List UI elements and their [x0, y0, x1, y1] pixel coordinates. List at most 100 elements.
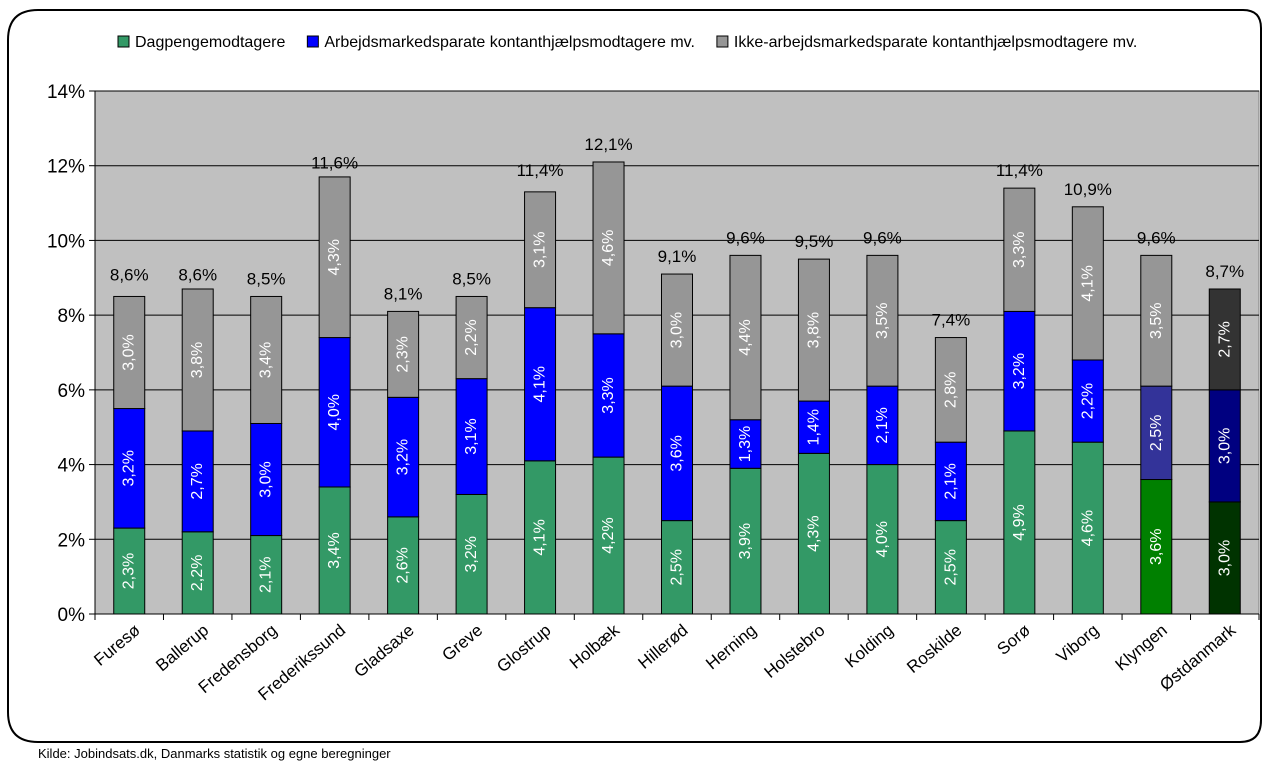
bar-segment	[1208, 389, 1241, 503]
bar-segment	[1003, 187, 1036, 312]
segment-value-label: 2,7%	[189, 463, 206, 499]
segment-value-label: 3,3%	[1011, 232, 1028, 268]
total-value-label: 8,5%	[247, 269, 286, 288]
segment-value-label: 2,2%	[463, 319, 480, 355]
bar-segment	[524, 307, 557, 462]
total-value-label: 8,6%	[110, 266, 149, 285]
legend-label: Arbejdsmarkedsparate kontanthjælpsmodtag…	[324, 34, 695, 51]
total-value-label: 8,6%	[178, 266, 217, 285]
bar-segment	[934, 337, 967, 443]
bar-segment	[181, 430, 214, 533]
total-value-label: 9,5%	[795, 232, 834, 251]
total-value-label: 9,6%	[863, 228, 902, 247]
segment-value-label: 3,2%	[1011, 353, 1028, 389]
legend: Dagpengemodtagere Arbejdsmarkedsparate ko…	[117, 34, 1137, 51]
segment-value-label: 1,4%	[805, 409, 822, 445]
total-value-label: 8,1%	[384, 284, 423, 303]
legend-swatch	[306, 35, 319, 48]
bar-segment	[866, 385, 899, 466]
segment-value-label: 3,6%	[1148, 529, 1165, 565]
total-value-label: 11,6%	[311, 154, 358, 173]
segment-value-label: 3,1%	[532, 232, 549, 268]
segment-value-label: 1,3%	[737, 426, 754, 462]
segment-value-label: 2,7%	[1216, 321, 1233, 357]
segment-value-label: 3,0%	[1216, 540, 1233, 576]
legend-label: Ikke-arbejdsmarkedsparate kontanthjælpsm…	[734, 34, 1137, 51]
segment-value-label: 3,4%	[258, 342, 275, 378]
source-note: Kilde: Jobindsats.dk, Danmarks statistik…	[38, 746, 391, 761]
segment-value-label: 2,3%	[121, 553, 138, 589]
bar-segment	[661, 385, 693, 522]
bar-segment	[113, 527, 146, 615]
legend-swatch	[716, 35, 729, 48]
legend-label: Dagpengemodtagere	[135, 34, 285, 51]
bar-segment	[250, 422, 283, 537]
bar-segment	[1071, 441, 1104, 615]
segment-value-label: 3,4%	[326, 532, 343, 568]
segment-value-label: 4,6%	[600, 230, 617, 266]
total-value-label: 8,7%	[1205, 262, 1244, 281]
segment-value-label: 4,1%	[532, 519, 549, 555]
y-tick-label: 12%	[47, 157, 85, 178]
segment-value-label: 2,2%	[1079, 383, 1096, 419]
segment-value-label: 3,0%	[1216, 428, 1233, 464]
bar-segment	[113, 408, 146, 529]
bar-segment	[113, 295, 146, 410]
total-value-label: 7,4%	[932, 311, 971, 330]
y-tick-label: 2%	[58, 530, 86, 551]
segment-value-label: 3,5%	[874, 303, 891, 339]
legend-swatch	[117, 35, 130, 48]
bar-segment	[455, 378, 488, 495]
bar-segment	[797, 258, 830, 402]
bar-segment	[387, 396, 420, 518]
bar-segment	[181, 288, 214, 432]
segment-value-label: 3,2%	[121, 450, 138, 486]
bar-segment	[797, 400, 830, 454]
y-tick-label: 0%	[58, 605, 86, 626]
total-value-label: 9,1%	[658, 247, 697, 266]
segment-value-label: 4,1%	[1079, 265, 1096, 301]
bar-segment	[318, 337, 351, 488]
total-value-label: 11,4%	[517, 161, 564, 180]
bar-segment	[387, 310, 420, 398]
segment-value-label: 3,9%	[737, 523, 754, 559]
segment-value-label: 3,0%	[121, 334, 138, 370]
segment-value-label: 2,6%	[395, 547, 412, 583]
bar-segment	[729, 254, 762, 421]
bar-segment	[1071, 206, 1104, 361]
bar-segment	[455, 295, 488, 380]
bar-segment	[729, 419, 762, 469]
segment-value-label: 2,5%	[1148, 415, 1165, 451]
bar-segment	[661, 273, 693, 387]
y-tick-label: 10%	[47, 231, 85, 252]
segment-value-label: 2,3%	[395, 336, 412, 372]
segment-value-label: 2,5%	[942, 549, 959, 585]
total-value-label: 8,5%	[452, 269, 491, 288]
segment-value-label: 3,0%	[258, 461, 275, 497]
bar-segment	[318, 176, 351, 339]
bar-segment	[1140, 385, 1173, 481]
y-tick-label: 8%	[58, 306, 86, 327]
total-value-label: 9,6%	[726, 228, 765, 247]
bar-segment	[866, 464, 899, 615]
segment-value-label: 3,3%	[600, 377, 617, 413]
segment-value-label: 3,6%	[669, 435, 686, 471]
bar-segment	[797, 452, 830, 615]
segment-value-label: 2,8%	[942, 372, 959, 408]
bars: 2,3% 3,2% 3,0% 8,6% 2,2% 2,7% 3,8% 8,6% 2,1% 3,0%…	[110, 135, 1244, 615]
segment-value-label: 4,0%	[326, 394, 343, 430]
segment-value-label: 2,1%	[874, 407, 891, 443]
y-tick-label: 6%	[58, 381, 86, 402]
segment-value-label: 2,2%	[189, 555, 206, 591]
bar-segment	[866, 254, 899, 387]
bar-segment	[250, 295, 283, 424]
segment-value-label: 3,8%	[805, 312, 822, 348]
segment-value-label: 2,1%	[258, 557, 275, 593]
bar-segment	[1071, 359, 1104, 443]
segment-value-label: 4,3%	[326, 239, 343, 275]
segment-value-label: 3,2%	[463, 536, 480, 572]
segment-value-label: 4,3%	[805, 515, 822, 551]
bar-segment	[250, 535, 283, 615]
bar-segment	[592, 333, 625, 458]
